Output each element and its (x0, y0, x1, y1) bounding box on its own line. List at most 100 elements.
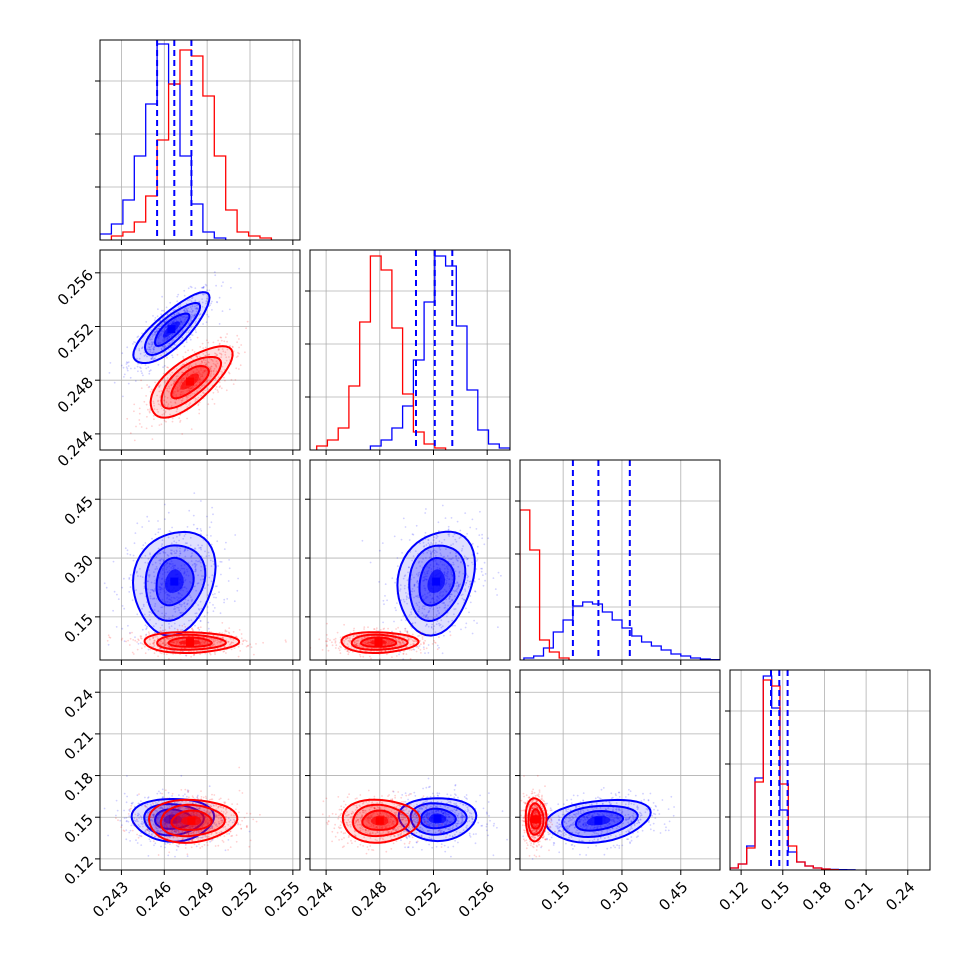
scatter-point (488, 815, 490, 817)
scatter-point (457, 591, 459, 594)
scatter-point (245, 327, 248, 330)
scatter-point (115, 799, 118, 802)
scatter-point (141, 628, 144, 631)
scatter-point (190, 326, 193, 329)
scatter-point (652, 802, 655, 804)
scatter-point (425, 786, 428, 789)
scatter-point (487, 801, 490, 803)
scatter-point (404, 792, 407, 795)
scatter-point (196, 527, 199, 530)
scatter-point (474, 842, 477, 845)
scatter-point (196, 308, 199, 311)
scatter-point (188, 594, 191, 597)
contour-line (153, 312, 191, 347)
scatter-point (190, 560, 193, 562)
scatter-point (174, 855, 176, 858)
scatter-point (126, 417, 129, 420)
scatter-point (151, 537, 153, 540)
scatter-point (176, 811, 179, 814)
scatter-point (451, 599, 454, 601)
scatter-point (146, 601, 148, 604)
scatter-point (449, 595, 451, 598)
scatter-point (481, 824, 484, 827)
scatter-point (166, 596, 169, 599)
scatter-point (418, 645, 421, 647)
scatter-point (425, 578, 428, 581)
scatter-point (169, 601, 172, 604)
scatter-point (208, 601, 211, 604)
scatter-point (162, 317, 165, 319)
scatter-point (576, 794, 579, 797)
scatter-point (407, 571, 409, 574)
scatter-point (158, 585, 161, 588)
scatter-point (154, 533, 157, 536)
scatter-point (126, 369, 129, 372)
scatter-point (116, 809, 119, 812)
scatter-point (425, 508, 427, 510)
scatter-point (448, 533, 451, 536)
scatter-point (194, 568, 197, 571)
scatter-point (190, 300, 193, 303)
scatter-point (162, 309, 165, 312)
scatter-point (413, 583, 416, 586)
scatter-point (135, 425, 137, 428)
scatter-point (572, 848, 574, 850)
scatter-point (451, 574, 454, 577)
scatter-point (154, 317, 157, 319)
scatter-point (144, 830, 147, 832)
scatter-point (160, 583, 163, 586)
scatter-point (431, 846, 434, 849)
scatter-point (184, 533, 187, 535)
scatter-point (161, 309, 163, 312)
scatter-point (201, 286, 204, 289)
scatter-point (171, 526, 174, 529)
scatter-point (445, 579, 448, 582)
scatter-point (220, 339, 223, 342)
scatter-point (154, 605, 156, 607)
scatter-point (150, 357, 153, 360)
scatter-point (157, 342, 160, 345)
scatter-point (143, 351, 146, 354)
scatter-point (419, 542, 421, 545)
scatter-point (212, 604, 214, 606)
scatter-point (487, 834, 489, 837)
scatter-point (138, 407, 141, 410)
scatter-point (148, 575, 151, 578)
scatter-point (183, 345, 186, 348)
scatter-point (434, 559, 437, 562)
scatter-point (129, 586, 132, 588)
scatter-point (232, 631, 235, 633)
scatter-point (447, 533, 450, 536)
scatter-point (433, 536, 435, 538)
scatter-point (160, 587, 162, 589)
scatter-point (237, 823, 240, 826)
scatter-point (210, 535, 212, 537)
scatter-point (453, 590, 456, 593)
scatter-point (436, 620, 439, 622)
scatter-point (164, 841, 166, 844)
scatter-point (153, 346, 155, 349)
scatter-point (207, 821, 210, 824)
scatter-point (190, 555, 193, 558)
scatter-point (112, 560, 115, 563)
scatter-point (199, 561, 202, 564)
scatter-point (218, 591, 220, 593)
scatter-point (149, 595, 152, 598)
scatter-point (194, 624, 196, 627)
scatter-point (186, 795, 188, 798)
scatter-point (125, 801, 128, 804)
scatter-point (151, 820, 154, 822)
scatter-point (413, 576, 415, 579)
scatter-point (172, 567, 175, 570)
red-pair-0-2 (106, 622, 287, 660)
scatter-point (179, 612, 182, 615)
scatter-point (450, 544, 452, 547)
scatter-point (426, 551, 429, 554)
scatter-point (421, 848, 423, 851)
scatter-point (240, 344, 243, 346)
scatter-point (219, 612, 222, 615)
scatter-point (146, 828, 149, 831)
scatter-point (192, 309, 194, 312)
scatter-point (184, 629, 187, 631)
scatter-point (440, 591, 442, 593)
